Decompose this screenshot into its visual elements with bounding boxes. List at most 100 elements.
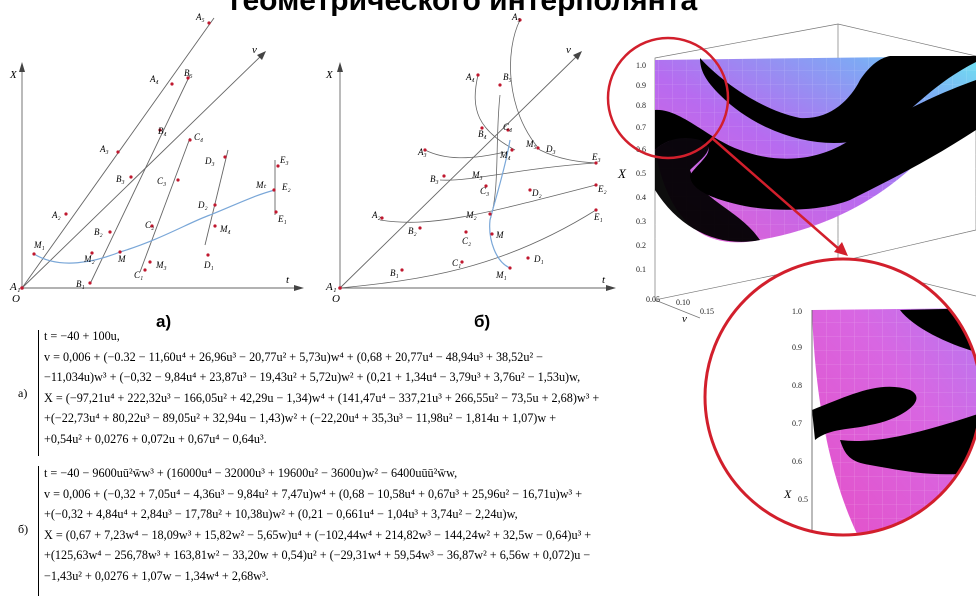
point-label: M₁ xyxy=(33,240,45,250)
point-label: D₁ xyxy=(203,260,214,270)
point-label: D₃ xyxy=(545,144,556,154)
point-label: C₂ xyxy=(462,236,471,246)
axis-label: X xyxy=(9,69,18,81)
point-label: A₁ xyxy=(325,281,337,293)
point-label: B₄ xyxy=(158,126,167,136)
point-label: B₂ xyxy=(94,227,103,237)
svg-text:0.10: 0.10 xyxy=(676,298,690,307)
point-label: D₂ xyxy=(531,188,542,198)
axis-label: v xyxy=(252,44,257,56)
point-label: A₂ xyxy=(51,210,61,220)
point-label: A₅ xyxy=(195,12,205,22)
point-label: M₄ xyxy=(499,150,511,160)
point-label: C₄ xyxy=(503,122,512,132)
axis-label: O xyxy=(12,293,20,305)
equation-line: +(−22,73u⁴ + 80,22u³ − 89,05u² + 32,94u … xyxy=(44,411,557,425)
point-label: M₂ xyxy=(465,210,477,220)
point-label: D₁ xyxy=(533,254,544,264)
equation-line: +0,54u² + 0,0276 + 0,072u + 0,67u⁴ − 0,6… xyxy=(44,431,267,446)
equation-label-a: а) xyxy=(18,386,28,400)
point-label: A₃ xyxy=(99,144,109,154)
point-label: C₃ xyxy=(157,176,166,186)
v-axis-b xyxy=(339,54,579,289)
point-label: B₃ xyxy=(116,174,125,184)
svg-text:0.4: 0.4 xyxy=(636,193,646,202)
point-label: A₃ xyxy=(417,147,427,157)
point-label: B₁ xyxy=(76,279,85,289)
point-label: C₃ xyxy=(480,186,489,196)
point-label: E₁ xyxy=(277,214,287,224)
svg-text:0.9: 0.9 xyxy=(792,343,802,352)
surface-plot: 1.0 0.9 0.8 0.7 0.6 0.5 0.4 0.3 0.2 0.1 … xyxy=(617,23,976,325)
point-label: B₁ xyxy=(390,268,399,278)
equation-line: −1,43u² + 0,0276 + 1,07w − 1,34w⁴ + 2,68… xyxy=(44,568,269,583)
zoom-circle xyxy=(703,257,976,537)
magnifier-pointer xyxy=(711,137,841,251)
svg-text:0.8: 0.8 xyxy=(792,381,802,390)
point-label: B₅ xyxy=(503,72,512,82)
panel-b-points xyxy=(338,18,598,290)
svg-text:0.6: 0.6 xyxy=(636,145,646,154)
svg-text:0.15: 0.15 xyxy=(700,307,714,316)
zoomed-surface: 1.0 0.9 0.8 0.7 0.6 0.5 X xyxy=(705,259,976,535)
axis-label: t xyxy=(602,274,606,286)
surface-z-label: X xyxy=(617,166,627,181)
point-label: M₃ xyxy=(471,170,483,180)
point-label: M₁ xyxy=(495,270,507,280)
point-label: M xyxy=(117,254,126,264)
zoom-x-label: X xyxy=(783,487,792,501)
point-label: B₂ xyxy=(408,226,417,236)
point-label: A₅ xyxy=(511,12,521,22)
point-label: E₂ xyxy=(281,182,291,192)
point-label: B₃ xyxy=(430,174,439,184)
svg-text:0.3: 0.3 xyxy=(636,217,646,226)
panel-b-diagram xyxy=(337,19,616,291)
point-label: M xyxy=(495,230,504,240)
point-label: D₃ xyxy=(204,156,215,166)
axis-label: t xyxy=(286,274,290,286)
point-label: E₃ xyxy=(591,152,601,162)
point-label: C₁ xyxy=(134,270,143,280)
svg-text:0.7: 0.7 xyxy=(792,419,802,428)
svg-text:0.8: 0.8 xyxy=(636,101,646,110)
point-label: E₃ xyxy=(279,155,289,165)
point-label: M₂ xyxy=(83,254,95,264)
svg-text:1.0: 1.0 xyxy=(792,307,802,316)
svg-text:1.0: 1.0 xyxy=(636,61,646,70)
equation-line: −11,034u)w³ + (−0,32 − 9,84u⁴ + 23,87u³ … xyxy=(44,370,581,384)
point-label: A₄ xyxy=(149,74,159,84)
svg-text:0.05: 0.05 xyxy=(646,295,660,304)
panel-a-diagram xyxy=(19,17,304,291)
surface-v-label: v xyxy=(682,313,687,325)
equation-line: X = (0,67 + 7,23w⁴ − 18,09w³ + 15,82w² −… xyxy=(44,527,592,542)
point-label: M₅ xyxy=(525,139,537,149)
axis-label: O xyxy=(332,293,340,305)
point-label: C₁ xyxy=(452,258,461,268)
equation-line: +(−0,32 + 4,84u⁴ + 2,84u³ − 17,78u² + 10… xyxy=(44,507,518,521)
point-label: C₂ xyxy=(145,220,154,230)
equation-line: t = −40 + 100u, xyxy=(44,329,120,343)
point-label: B₅ xyxy=(184,68,193,78)
point-label: M₃ xyxy=(155,260,167,270)
equation-line: v = 0,006 + (−0.32 − 11,60u⁴ + 26,96u³ −… xyxy=(44,349,544,364)
svg-text:0.2: 0.2 xyxy=(636,241,646,250)
point-label: Mₜ xyxy=(255,180,266,190)
svg-text:0.7: 0.7 xyxy=(636,123,646,132)
v-axis-a xyxy=(21,54,263,289)
caption-a: а) xyxy=(156,312,172,331)
point-label: M₄ xyxy=(219,224,231,234)
svg-text:0.1: 0.1 xyxy=(636,265,646,274)
equation-line: +(125,63w⁴ − 256,78w³ + 163,81w² − 33,20… xyxy=(44,548,591,562)
page-title: геометрического интерполянта xyxy=(230,0,810,16)
point-label: C₄ xyxy=(194,132,203,142)
svg-text:0.5: 0.5 xyxy=(636,169,646,178)
point-label: A₄ xyxy=(465,72,475,82)
svg-text:0.6: 0.6 xyxy=(792,457,802,466)
magnifier-circle xyxy=(606,36,730,160)
svg-text:0.5: 0.5 xyxy=(798,495,808,504)
equation-system-a: t = −40 + 100u, v = 0,006 + (−0.32 − 11,… xyxy=(44,326,599,449)
caption-b: б) xyxy=(474,312,491,331)
equation-line: t = −40 − 9600uū²w̄w³ + (16000u⁴ − 32000… xyxy=(44,466,458,480)
equation-system-b: t = −40 − 9600uū²w̄w³ + (16000u⁴ − 32000… xyxy=(44,463,591,586)
